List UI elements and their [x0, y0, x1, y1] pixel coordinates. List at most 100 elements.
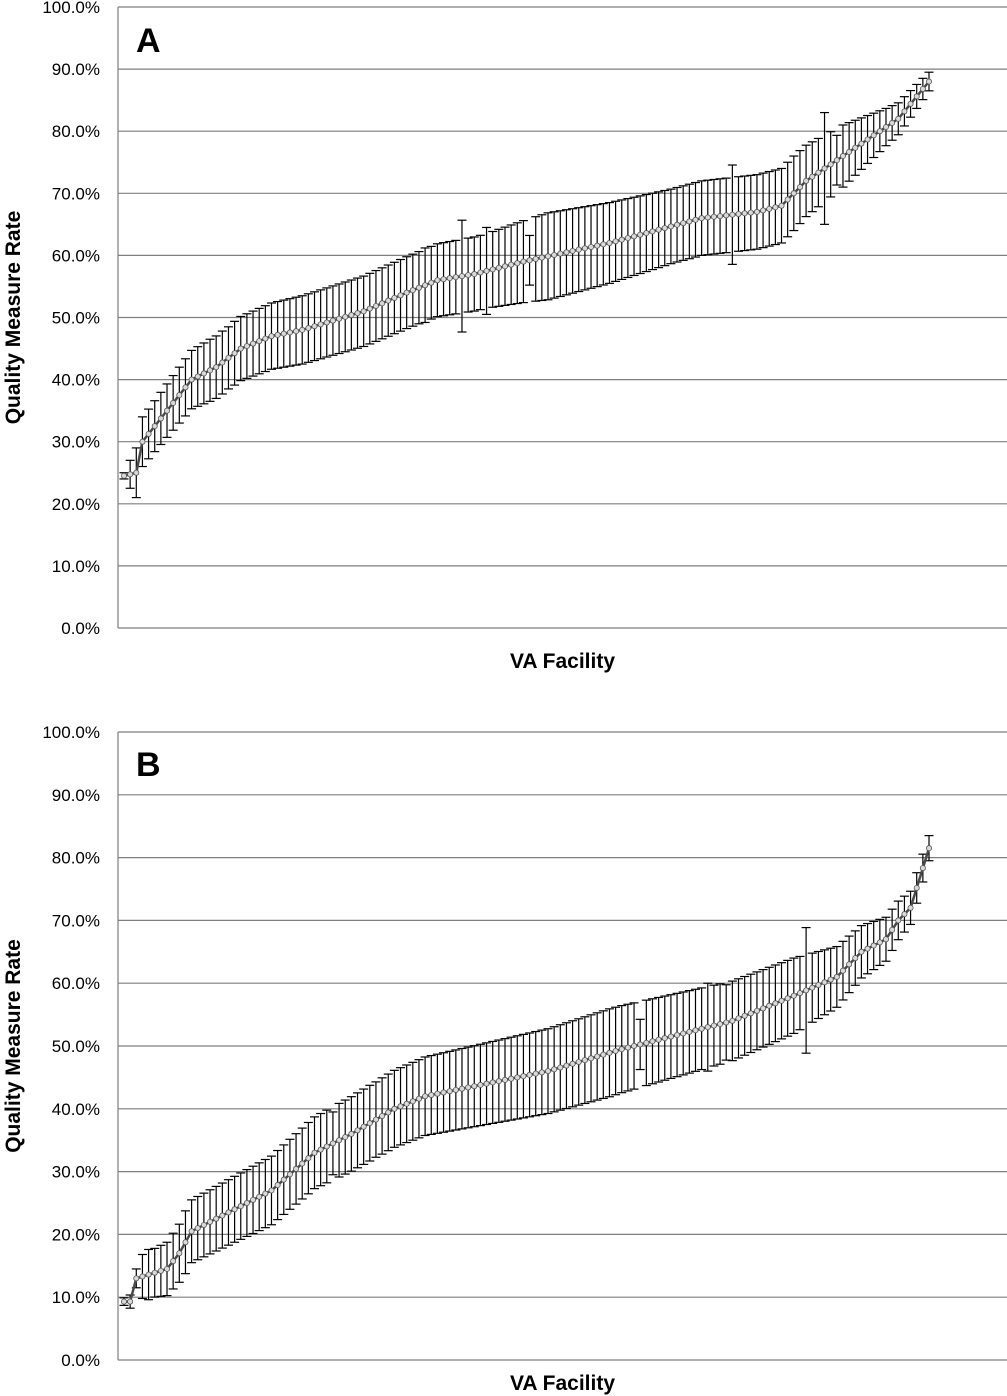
data-point [729, 211, 736, 218]
data-point [815, 169, 822, 176]
data-point [127, 1298, 134, 1305]
data-point [293, 1165, 300, 1172]
data-point [612, 238, 619, 245]
data-point [243, 1200, 250, 1207]
data-point [692, 216, 699, 223]
data-point [452, 1086, 459, 1093]
data-point [821, 979, 828, 986]
data-point [348, 1130, 355, 1137]
data-point [667, 223, 674, 230]
data-point [852, 144, 859, 151]
data-point [612, 1047, 619, 1054]
data-point [403, 289, 410, 296]
data-point [200, 370, 207, 377]
data-point [194, 1225, 201, 1232]
data-point [483, 1080, 490, 1087]
data-point [876, 939, 883, 946]
panel-a: 0.0% 10.0% 20.0% 30.0% 40.0% 50.0% 60.0% 70.0% 8… [2, 0, 1007, 673]
data-point [557, 250, 564, 257]
panel-label: A [136, 22, 161, 60]
data-point [231, 1206, 238, 1213]
data-point [471, 271, 478, 278]
data-point [735, 1015, 742, 1022]
data-point [833, 157, 840, 164]
data-point [882, 124, 889, 131]
data-point [796, 990, 803, 997]
data-point [803, 987, 810, 994]
data-point [674, 221, 681, 228]
data-point [489, 1079, 496, 1086]
data-point [311, 1149, 318, 1156]
data-point [760, 1005, 767, 1012]
data-point [643, 1039, 650, 1046]
data-point [686, 218, 693, 225]
data-point [526, 257, 533, 264]
data-point [145, 1271, 152, 1278]
panel-b: 0.0% 10.0% 20.0% 30.0% 40.0% 50.0% 60.0% 70.0% 8… [2, 723, 1007, 1395]
data-point [372, 302, 379, 309]
data-point [342, 313, 349, 320]
data-point [213, 364, 220, 371]
data-point [354, 310, 361, 317]
data-point [286, 329, 293, 336]
y-axis-label: Quality Measure Rate [2, 211, 25, 425]
data-point [495, 264, 502, 271]
data-point [514, 260, 521, 267]
data-point [323, 1143, 330, 1150]
data-point [452, 274, 459, 281]
y-tick-label: 90.0% [52, 60, 100, 79]
data-point [237, 345, 244, 352]
y-tick-label: 80.0% [52, 122, 100, 141]
data-point [176, 392, 183, 399]
data-point [311, 323, 318, 330]
data-point [170, 1258, 177, 1265]
data-point [704, 1024, 711, 1031]
data-point [139, 438, 146, 445]
data-point [440, 1089, 447, 1096]
data-point [348, 312, 355, 319]
data-point [280, 1176, 287, 1183]
data-point [366, 305, 373, 312]
data-point [317, 321, 324, 328]
data-point [895, 917, 902, 924]
data-point [772, 204, 779, 211]
data-point [121, 472, 128, 479]
panel-label: B [136, 746, 161, 784]
data-point [256, 1193, 263, 1200]
data-point [385, 297, 392, 304]
y-tick-label: 70.0% [52, 184, 100, 203]
data-point [305, 1155, 312, 1162]
data-point [538, 254, 545, 261]
data-point [508, 261, 515, 268]
data-point [637, 231, 644, 238]
data-point [397, 1103, 404, 1110]
data-point [170, 399, 177, 406]
y-tick-label: 0.0% [61, 619, 100, 638]
data-point [133, 1275, 140, 1282]
data-point [723, 1019, 730, 1026]
data-point [188, 1228, 195, 1235]
data-point [145, 430, 152, 437]
data-point [422, 282, 429, 289]
data-point [262, 335, 269, 342]
data-point [919, 85, 926, 92]
data-point [901, 108, 908, 115]
data-point [624, 235, 631, 242]
data-point [680, 220, 687, 227]
x-axis-label: VA Facility [510, 1372, 615, 1395]
data-point [624, 1044, 631, 1051]
data-point [876, 128, 883, 135]
y-tick-label: 100.0% [42, 0, 100, 17]
data-point [207, 1218, 214, 1225]
data-point [477, 1081, 484, 1088]
data-point [649, 228, 656, 235]
data-point [747, 1010, 754, 1017]
data-point [784, 196, 791, 203]
data-point [520, 258, 527, 265]
data-point [225, 354, 232, 361]
data-point [250, 1196, 257, 1203]
data-point [305, 325, 312, 332]
data-point [299, 326, 306, 333]
y-tick-label: 20.0% [52, 1225, 100, 1244]
